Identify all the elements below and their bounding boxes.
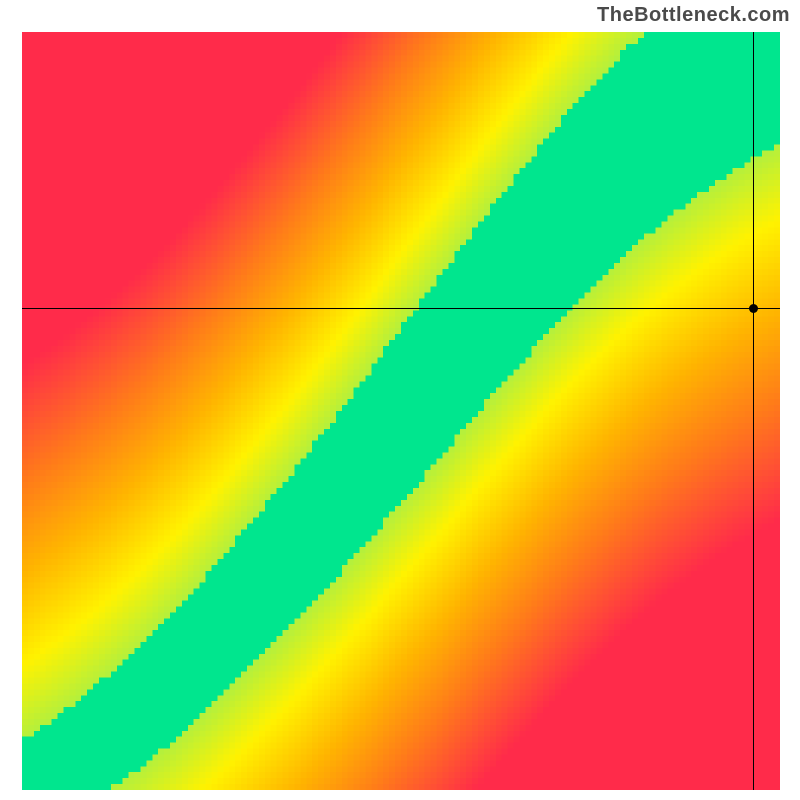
crosshair-vertical <box>753 32 754 790</box>
watermark-text: TheBottleneck.com <box>597 4 790 27</box>
crosshair-horizontal <box>22 308 780 309</box>
bottleneck-heatmap <box>22 32 780 790</box>
chart-container: TheBottleneck.com <box>0 0 800 800</box>
